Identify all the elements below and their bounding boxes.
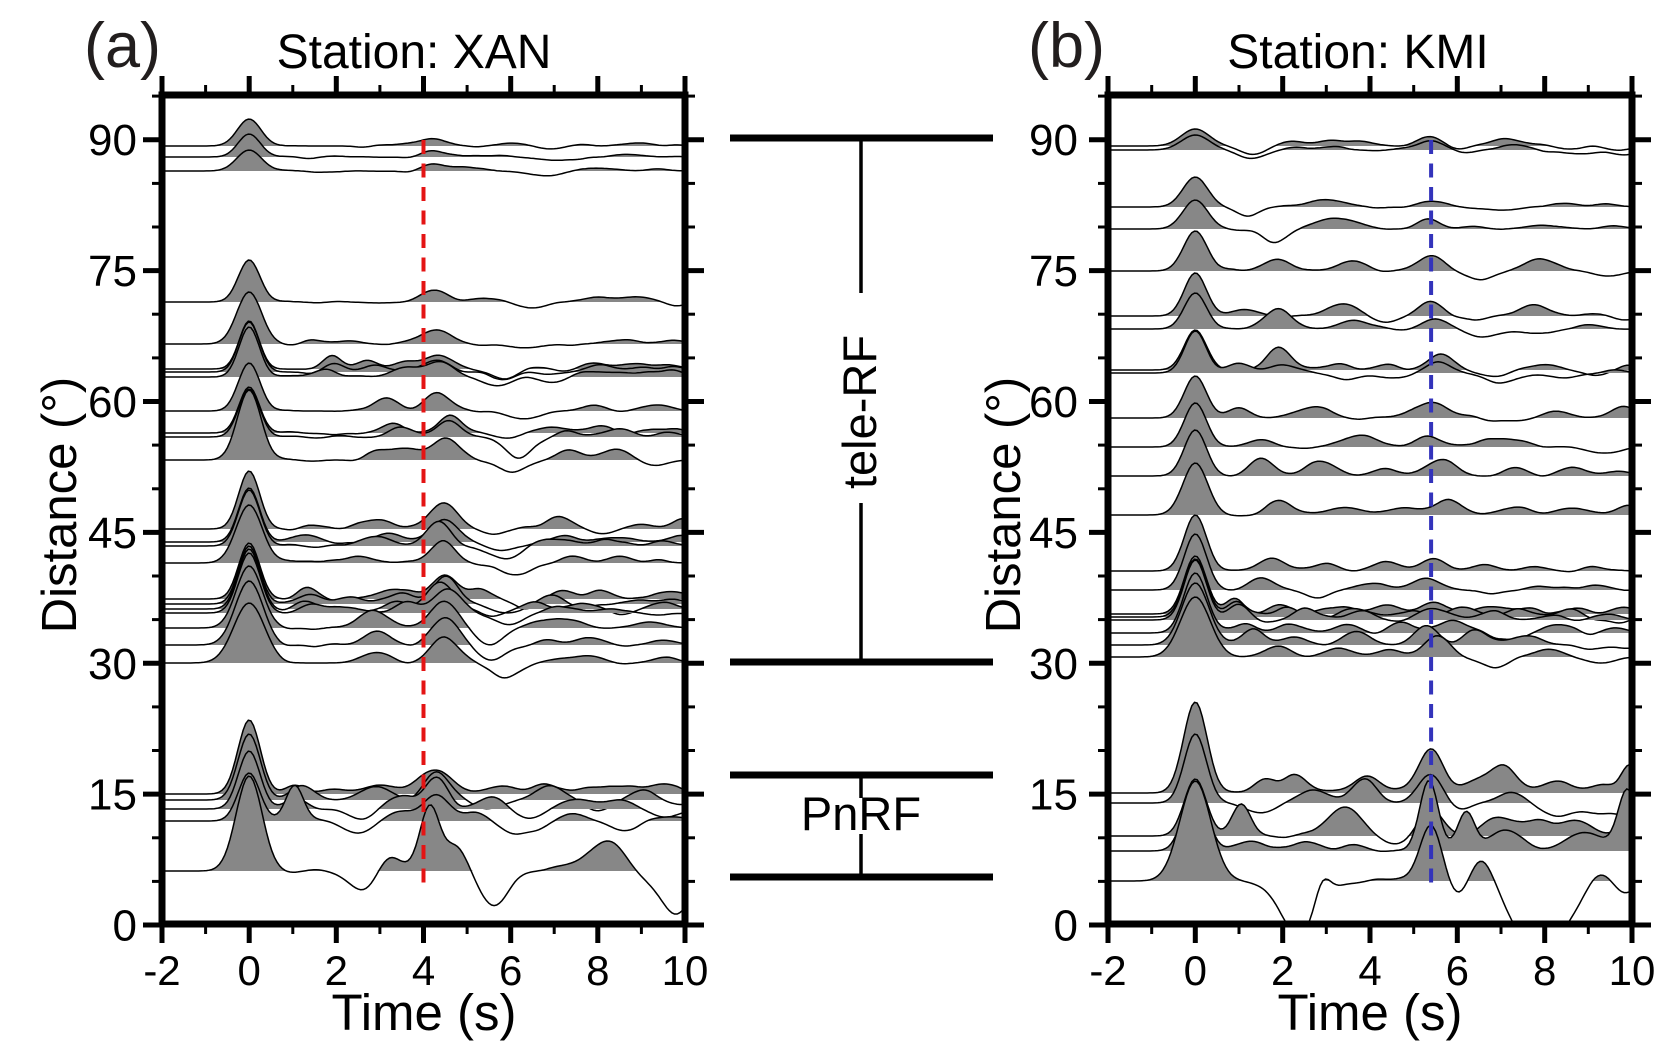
svg-text:6: 6 xyxy=(1446,947,1469,994)
svg-text:8: 8 xyxy=(1533,947,1556,994)
svg-text:PnRF: PnRF xyxy=(801,787,921,840)
svg-text:30: 30 xyxy=(1029,640,1078,689)
svg-text:2: 2 xyxy=(325,947,348,994)
svg-text:Distance (°): Distance (°) xyxy=(33,377,87,633)
svg-text:6: 6 xyxy=(499,947,522,994)
svg-text:45: 45 xyxy=(88,509,137,558)
svg-text:Time (s): Time (s) xyxy=(1277,984,1462,1041)
svg-text:8: 8 xyxy=(586,947,609,994)
svg-text:45: 45 xyxy=(1029,509,1078,558)
svg-text:Station: KMI: Station: KMI xyxy=(1227,26,1488,79)
svg-text:60: 60 xyxy=(1029,378,1078,427)
svg-text:-2: -2 xyxy=(1089,947,1126,994)
svg-text:10: 10 xyxy=(662,947,709,994)
svg-text:4: 4 xyxy=(1358,947,1381,994)
svg-text:Station: XAN: Station: XAN xyxy=(277,26,552,79)
svg-text:(a): (a) xyxy=(84,11,161,81)
svg-text:60: 60 xyxy=(88,378,137,427)
svg-text:0: 0 xyxy=(1184,947,1207,994)
svg-text:-2: -2 xyxy=(143,947,180,994)
svg-text:0: 0 xyxy=(238,947,261,994)
svg-text:Time (s): Time (s) xyxy=(331,984,516,1041)
svg-text:10: 10 xyxy=(1609,947,1656,994)
svg-text:Distance (°): Distance (°) xyxy=(977,377,1031,633)
svg-text:90: 90 xyxy=(1029,116,1078,165)
svg-text:75: 75 xyxy=(1029,247,1078,296)
svg-text:0: 0 xyxy=(1054,902,1078,951)
svg-text:(b): (b) xyxy=(1028,11,1105,81)
svg-text:2: 2 xyxy=(1271,947,1294,994)
svg-text:4: 4 xyxy=(412,947,435,994)
svg-text:15: 15 xyxy=(88,771,137,820)
svg-text:tele-RF: tele-RF xyxy=(833,335,886,489)
svg-text:15: 15 xyxy=(1029,771,1078,820)
svg-text:75: 75 xyxy=(88,247,137,296)
svg-text:0: 0 xyxy=(113,902,137,951)
svg-text:90: 90 xyxy=(88,116,137,165)
svg-text:30: 30 xyxy=(88,640,137,689)
